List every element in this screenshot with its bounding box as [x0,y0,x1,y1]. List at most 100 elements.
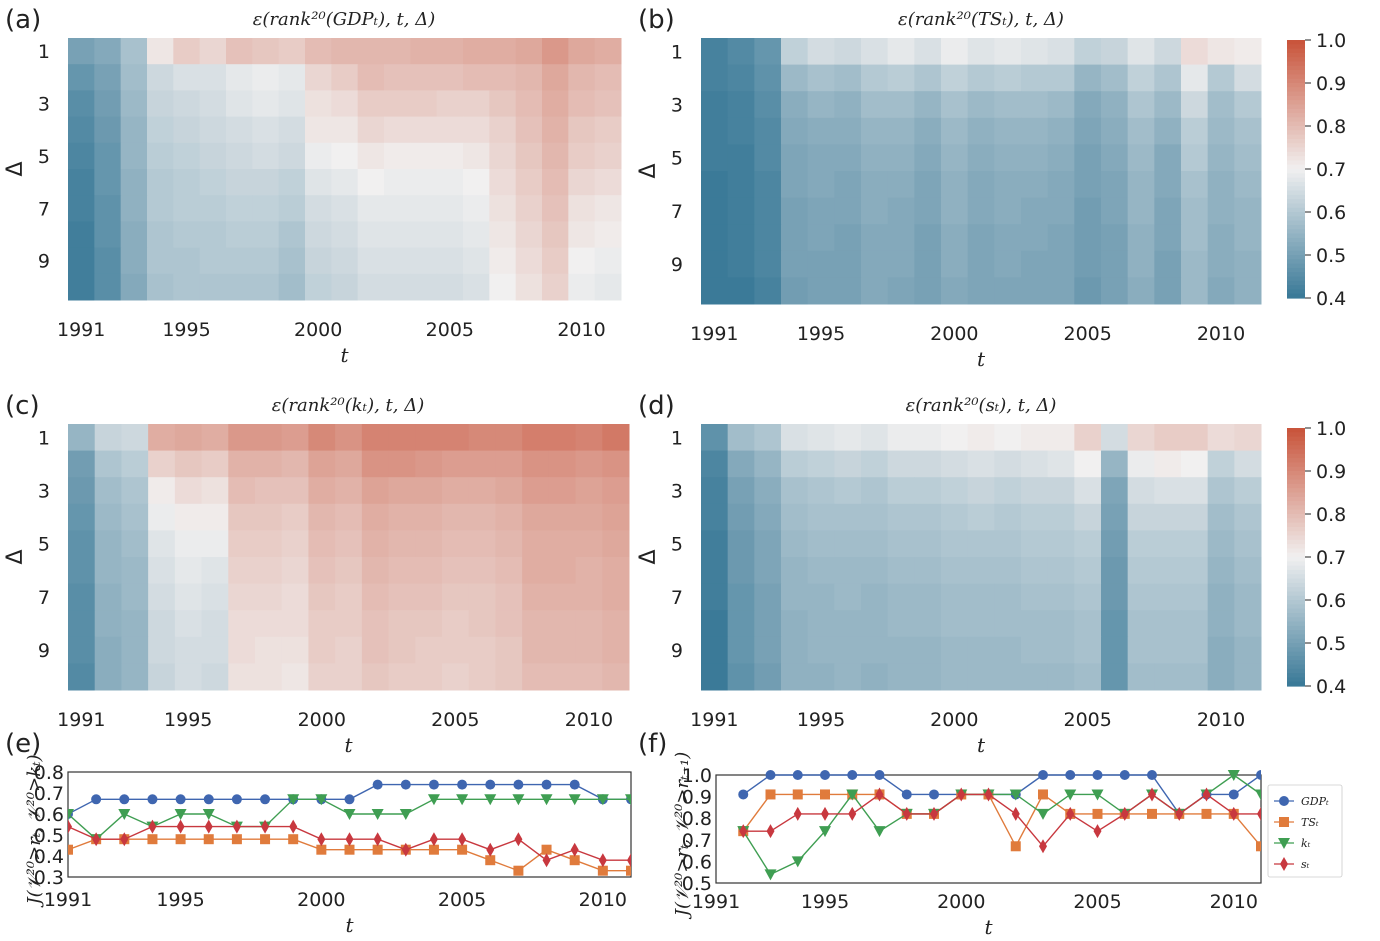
heatmap-cell [357,142,385,170]
heatmap-cell [94,530,122,558]
heatmap-cell [781,171,809,199]
heatmap-cell [914,530,942,558]
marker-point [1202,787,1211,802]
heatmap-cell [1207,450,1235,478]
colorbar-segment [1287,531,1305,537]
heatmap-cell [522,530,550,558]
marker-point [428,779,439,790]
legend: GDPₜ TSₜ kₜ sₜ [1267,784,1343,878]
marker-point [232,819,241,834]
colorbar-tick-label: 0.6 [1316,202,1346,224]
line-panel-f: (f) 0.50.60.70.80.91.0 1991 1995 2000 2005 201… [638,729,1343,939]
heatmap-cell [887,38,915,66]
heatmap-cell [861,144,889,172]
colorbar-segment [1287,65,1305,71]
y-axis-label: Δ [3,161,28,176]
heatmap-cell [1021,277,1049,305]
heatmap-cell [914,117,942,145]
heatmap-cell [436,142,464,170]
heatmap-cell [568,116,596,144]
marker-point [847,770,858,780]
heatmap-cell [463,38,490,65]
marker-point [484,794,497,806]
colorbar-segment [1287,143,1305,149]
heatmap-cell [94,424,122,452]
heatmap-cell [281,503,309,531]
heatmap-cell [442,583,470,611]
colorbar-segment [1287,608,1305,614]
heatmap-cell [522,477,550,505]
heatmap-cell [357,38,385,65]
y-tick-label: 3 [38,94,50,116]
series-group [68,779,631,876]
heatmap-cell [1181,450,1209,478]
heatmap-cell [542,169,569,196]
heatmap-cell [388,503,416,531]
marker-point [260,794,271,805]
heatmap-cell [1154,91,1182,119]
colorbar-segment [1287,44,1305,50]
colorbar-segment [1287,600,1305,605]
x-axis-label: t [345,913,354,937]
heatmap-cell [967,530,995,558]
heatmap-cell [1234,610,1262,638]
colorbar-segment [1287,526,1305,532]
heatmap-cell [548,583,577,611]
heatmap-cell [994,450,1022,478]
y-tick-label: 7 [671,201,683,223]
heatmap-cell [994,171,1022,199]
heatmap-cell [967,663,995,691]
heatmap-cell [228,583,256,611]
marker-point [929,789,939,800]
heatmap-cell [1101,663,1129,691]
marker-point [1148,787,1156,802]
heatmap-cell [1207,583,1235,611]
heatmap-cell [1021,424,1049,452]
heatmap-cell [834,38,862,66]
colorbar-segment [1287,263,1305,269]
heatmap-cell [68,195,95,222]
heatmap-cell [199,273,227,301]
heatmap-cell [994,636,1022,664]
heatmap-cell [1101,503,1129,531]
heatmap-cell [1181,583,1209,611]
heatmap-cell [1047,224,1075,252]
marker-point [541,779,552,790]
heatmap-cell [1234,38,1262,66]
marker-point [91,794,102,805]
heatmap-cell [199,90,227,118]
heatmap-cell [1127,450,1155,478]
colorbar-segment [1287,544,1305,549]
heatmap-cell [331,169,359,196]
heatmap-cell [463,195,490,222]
heatmap-cell [255,503,283,531]
heatmap-cell [68,116,95,144]
marker-point [902,806,911,821]
colorbar-tick-label: 1.0 [1316,30,1346,52]
heatmap-cell [781,197,809,225]
y-tick-label: 0.5 [34,825,64,847]
heatmap-cell [887,250,915,278]
heatmap-cell [410,38,438,65]
heatmap-cell [522,503,550,531]
heatmap-cell [305,90,332,118]
colorbar-segment [1287,91,1305,97]
heatmap-cell [967,144,995,172]
colorbar-segment [1287,83,1305,88]
colorbar-segment [1287,638,1305,644]
heatmap-cell [834,250,862,278]
heatmap-cell [388,663,416,691]
marker-point [627,853,631,868]
heatmap-cell [807,38,835,66]
colorbar-segment [1287,242,1305,247]
heatmap-cell [120,195,148,222]
heatmap-cell [727,530,755,558]
marker-point [1091,789,1104,801]
marker-point [428,844,439,855]
heatmap-cell [199,221,227,249]
heatmap-cell [415,503,443,531]
heatmap-cell [463,273,490,301]
heatmap-cell [701,636,729,664]
heatmap-cell [68,90,95,118]
heatmap-cell [542,142,569,170]
